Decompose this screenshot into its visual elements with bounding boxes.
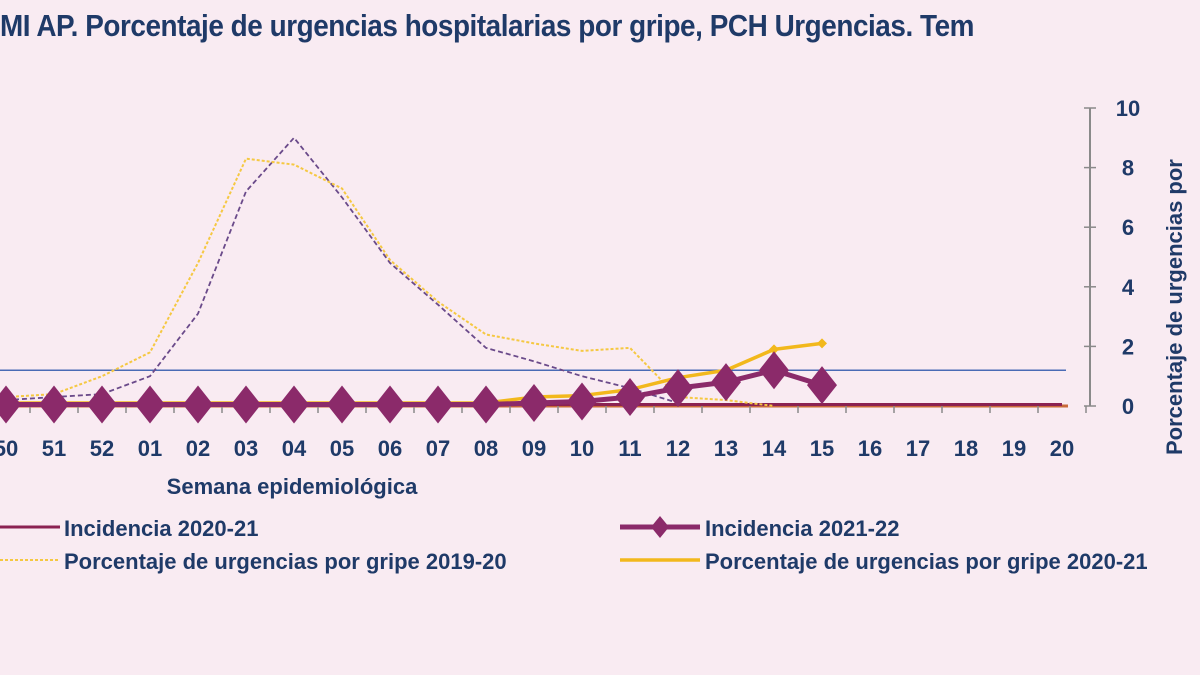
y-tick-label: 4 [1122, 275, 1135, 300]
x-tick-label: 01 [138, 436, 162, 461]
x-tick-label: 18 [954, 436, 978, 461]
data-point-diamond [471, 385, 501, 424]
legend-diamond [651, 516, 669, 538]
x-tick-label: 11 [618, 436, 641, 461]
y-tick-label: 0 [1122, 394, 1134, 419]
x-tick-label: 08 [474, 436, 498, 461]
y-axis-label-right: Porcentaje de urgencias por [1162, 159, 1187, 455]
y-tick-label: 2 [1122, 334, 1134, 359]
data-point-diamond [279, 385, 309, 424]
x-tick-label: 06 [378, 436, 402, 461]
chart-title: MI AP. Porcentaje de urgencias hospitala… [0, 8, 974, 43]
x-tick-label: 13 [714, 436, 738, 461]
data-point-diamond [519, 384, 549, 423]
x-tick-label: 19 [1002, 436, 1026, 461]
y-tick-label: 10 [1116, 96, 1140, 121]
data-point-diamond [375, 385, 405, 424]
y-tick-label: 6 [1122, 215, 1134, 240]
x-tick-label: 50 [0, 436, 18, 461]
x-tick-label: 09 [522, 436, 546, 461]
data-point-diamond [135, 385, 165, 424]
legend-label: Incidencia 2021-22 [705, 516, 899, 541]
series-line-0 [5, 136, 679, 404]
data-point-diamond [0, 385, 21, 424]
legend-label: Porcentaje de urgencias por gripe 2020-2… [705, 549, 1148, 574]
data-point [817, 338, 827, 349]
data-point [769, 344, 779, 355]
x-tick-label: 05 [330, 436, 354, 461]
legend-label: Incidencia 2020-21 [64, 516, 258, 541]
data-point-diamond [615, 378, 645, 417]
x-tick-label: 03 [234, 436, 258, 461]
x-tick-label: 14 [762, 436, 787, 461]
data-point-diamond [423, 385, 453, 424]
x-tick-label: 04 [282, 436, 307, 461]
x-tick-label: 51 [42, 436, 66, 461]
data-point-diamond [567, 382, 597, 421]
x-tick-label: 16 [858, 436, 882, 461]
data-point-diamond [327, 385, 357, 424]
data-point-diamond [759, 351, 789, 390]
x-tick-label: 02 [186, 436, 210, 461]
series-line-2 [5, 157, 775, 407]
x-tick-label: 20 [1050, 436, 1074, 461]
x-tick-label: 17 [906, 436, 930, 461]
x-tick-label: 07 [426, 436, 450, 461]
data-point-diamond [183, 385, 213, 424]
data-point-diamond [711, 363, 741, 402]
x-tick-label: 12 [666, 436, 690, 461]
x-tick-label: 52 [90, 436, 114, 461]
data-point-diamond [807, 366, 837, 405]
series-line-3 [6, 341, 823, 405]
data-point-diamond [231, 385, 261, 424]
legend-label: Porcentaje de urgencias por gripe 2019-2… [64, 549, 507, 574]
y-tick-label: 8 [1122, 156, 1134, 181]
x-axis-label: Semana epidemiológica [167, 474, 418, 499]
data-point-diamond [39, 385, 69, 424]
x-tick-label: 10 [570, 436, 594, 461]
data-point-diamond [87, 385, 117, 424]
data-point-diamond [663, 369, 693, 408]
x-tick-label: 15 [810, 436, 834, 461]
